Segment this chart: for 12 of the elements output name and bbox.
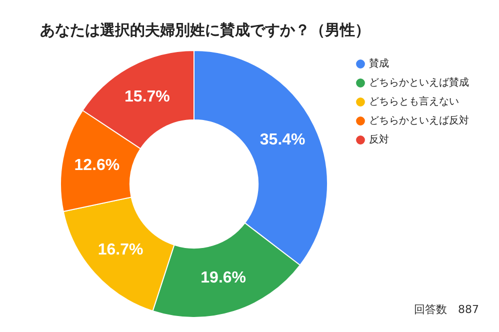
data-label: 19.6% <box>200 270 246 287</box>
data-label: 16.7% <box>98 241 144 258</box>
legend-label: 反対 <box>369 134 389 146</box>
data-label: 35.4% <box>260 132 306 149</box>
legend-label: どちらとも言えない <box>369 96 459 108</box>
data-label: 15.7% <box>124 88 170 106</box>
legend-label: 賛成 <box>369 58 389 70</box>
chart-title: あなたは選択的夫婦別姓に賛成ですか？（男性） <box>40 20 370 39</box>
data-label: 12.6% <box>74 156 120 174</box>
legend-label: どちらかといえば賛成 <box>369 76 469 89</box>
legend-label: どちらかといえば反対 <box>369 114 469 127</box>
text: 回答数 887 <box>414 302 479 316</box>
